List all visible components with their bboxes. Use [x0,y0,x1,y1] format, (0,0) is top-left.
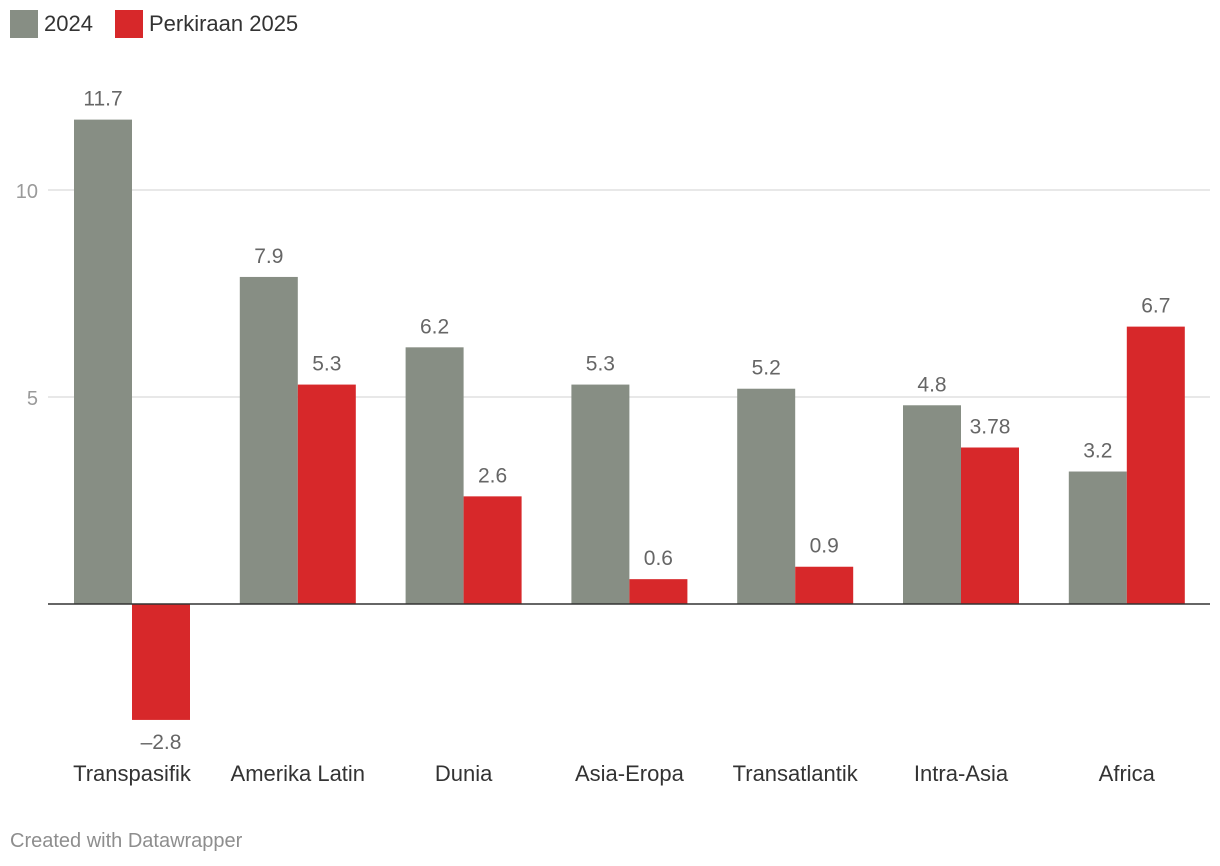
value-label-2024-0: 11.7 [83,88,122,111]
value-label-2024-6: 3.2 [1083,440,1112,463]
x-tick-label-6: Africa [1099,761,1156,786]
value-label-2024-3: 5.3 [586,353,615,376]
value-label-2025-0: –2.8 [141,731,182,754]
x-tick-label-3: Asia-Eropa [575,761,685,786]
value-label-2025-4: 0.9 [810,535,839,558]
bar-2025-5 [961,447,1019,604]
bar-2024-4 [737,388,796,604]
bar-2025-4 [795,566,854,604]
legend-label-2024: 2024 [44,11,93,36]
legend-label-2025: Perkiraan 2025 [148,11,299,36]
x-tick-label-0: Transpasifik [73,761,192,786]
value-label-2024-1: 7.9 [254,245,283,268]
bar-2024-2 [405,347,464,604]
bar-2025-6 [1126,326,1185,604]
bar-2025-3 [629,579,688,604]
legend: 2024 Perkiraan 2025 [10,10,320,38]
value-label-2024-2: 6.2 [420,315,449,338]
value-label-2025-6: 6.7 [1141,295,1170,318]
legend-swatch-2025 [114,10,143,38]
value-label-2025-1: 5.3 [312,353,341,376]
x-tick-label-2: Dunia [435,761,493,786]
x-tick-label-4: Transatlantik [733,761,859,786]
value-label-2024-4: 5.2 [752,357,781,380]
bar-2025-0 [132,604,190,720]
y-tick-label-5: 5 [27,388,38,410]
value-label-2025-3: 0.6 [644,547,673,570]
bar-2025-2 [463,496,522,604]
bar-2024-1 [239,276,298,604]
x-tick-label-1: Amerika Latin [231,761,366,786]
bar-2025-1 [297,384,356,604]
bar-2024-0 [74,119,132,605]
value-label-2025-2: 2.6 [478,464,507,487]
bar-2024-5 [903,405,961,604]
bar-2024-3 [571,384,630,604]
legend-item-2025: Perkiraan 2025 [114,10,299,38]
value-label-2024-5: 4.8 [917,373,946,396]
y-tick-label-10: 10 [16,181,38,203]
x-tick-label-5: Intra-Asia [914,761,1009,786]
bar-2024-6 [1068,471,1127,604]
value-label-2025-5: 3.78 [970,416,1011,439]
legend-item-2024: 2024 [10,10,93,38]
footer-credit: Created with Datawrapper [10,830,243,852]
legend-swatch-2024 [10,10,38,38]
